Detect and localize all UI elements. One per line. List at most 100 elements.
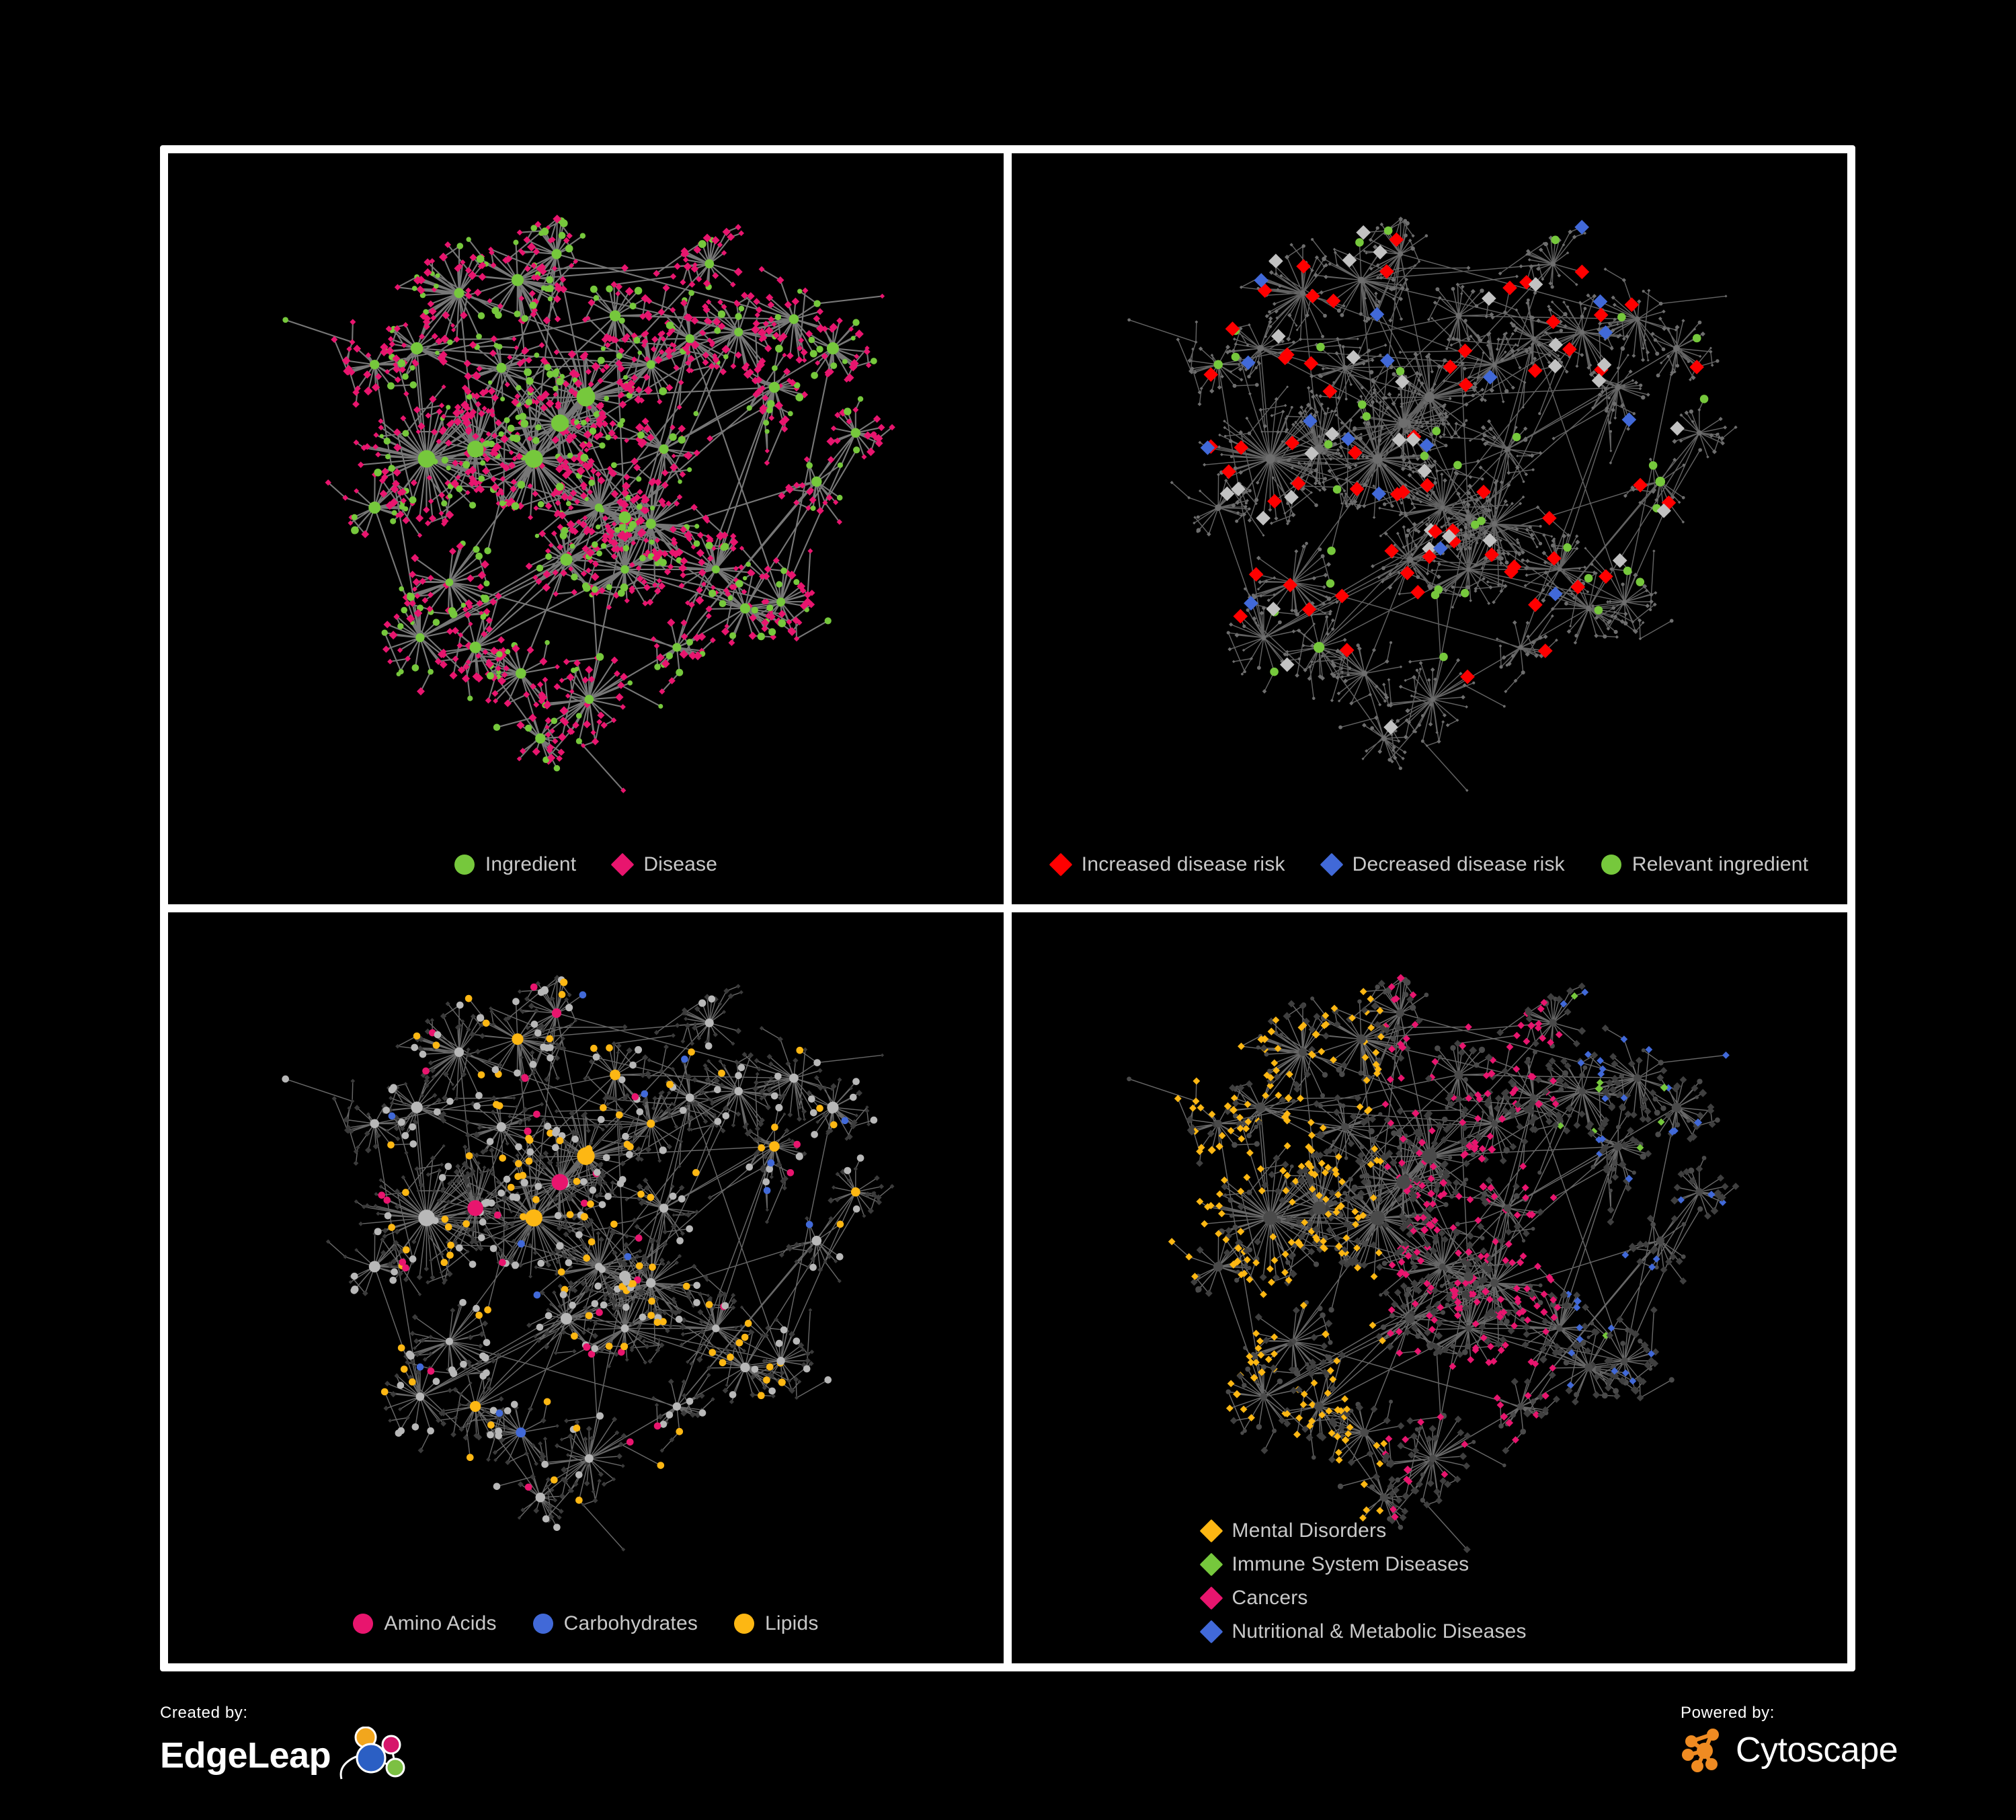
ingredient-node[interactable] xyxy=(441,1216,449,1223)
disease-node[interactable] xyxy=(503,665,510,672)
ingredient-node[interactable] xyxy=(446,405,451,410)
disease-node[interactable] xyxy=(1402,525,1406,529)
disease-node[interactable] xyxy=(680,571,686,579)
disease-node[interactable] xyxy=(1264,314,1269,319)
ingredient-node[interactable] xyxy=(787,411,793,417)
disease-node[interactable] xyxy=(1489,312,1494,317)
disease-node[interactable] xyxy=(1335,675,1340,680)
ingredient-node[interactable] xyxy=(769,1141,780,1152)
ingredient-node[interactable] xyxy=(1615,1125,1621,1130)
disease-node[interactable] xyxy=(607,1226,612,1230)
ingredient-node[interactable] xyxy=(597,356,605,364)
disease-node[interactable] xyxy=(437,1168,442,1173)
ingredient-node[interactable] xyxy=(678,479,682,484)
disease-node[interactable] xyxy=(544,1330,550,1337)
disease-node[interactable] xyxy=(485,408,491,414)
disease-node[interactable] xyxy=(1556,547,1559,550)
ingredient-node[interactable] xyxy=(579,233,586,239)
disease-node[interactable] xyxy=(668,1378,674,1385)
ingredient-node[interactable] xyxy=(469,1261,477,1268)
disease-node[interactable] xyxy=(512,1096,516,1100)
disease-node[interactable] xyxy=(837,1077,842,1082)
disease-node[interactable] xyxy=(667,1091,672,1095)
ingredient-node[interactable] xyxy=(1572,596,1576,600)
disease-node[interactable] xyxy=(1266,1265,1274,1273)
ingredient-node[interactable] xyxy=(514,310,521,317)
disease-node[interactable] xyxy=(1401,756,1405,760)
disease-node[interactable] xyxy=(560,569,567,577)
ingredient-node[interactable] xyxy=(1531,640,1535,644)
disease-node[interactable] xyxy=(1426,317,1430,321)
ingredient-node[interactable] xyxy=(1272,1428,1277,1433)
disease-node[interactable] xyxy=(498,1396,504,1402)
disease-node[interactable] xyxy=(1400,404,1404,409)
disease-node[interactable] xyxy=(1281,1251,1289,1258)
disease-node[interactable] xyxy=(1268,316,1273,321)
ingredient-node[interactable] xyxy=(824,617,832,625)
disease-node[interactable] xyxy=(670,1101,674,1105)
disease-node[interactable] xyxy=(1410,694,1413,698)
disease-node[interactable] xyxy=(1301,1166,1309,1175)
disease-node[interactable] xyxy=(1268,325,1273,329)
ingredient-node[interactable] xyxy=(1601,1392,1608,1399)
ingredient-node[interactable] xyxy=(634,286,643,295)
disease-node[interactable] xyxy=(794,1395,799,1400)
disease-node[interactable] xyxy=(1372,516,1376,519)
disease-node[interactable] xyxy=(347,1106,352,1111)
disease-node[interactable] xyxy=(620,1160,626,1166)
disease-node[interactable] xyxy=(490,476,497,483)
disease-node[interactable] xyxy=(586,1327,591,1332)
disease-node[interactable] xyxy=(616,378,623,385)
disease-node[interactable] xyxy=(517,989,522,994)
ingredient-node[interactable] xyxy=(1638,1339,1643,1344)
ingredient-node[interactable] xyxy=(1521,558,1525,562)
disease-node[interactable] xyxy=(419,578,426,585)
disease-node[interactable] xyxy=(672,1103,676,1107)
disease-node[interactable] xyxy=(576,1279,581,1283)
disease-node[interactable] xyxy=(1504,331,1508,335)
disease-node[interactable] xyxy=(1306,386,1311,390)
ingredient-node[interactable] xyxy=(1590,1321,1595,1326)
ingredient-node[interactable] xyxy=(1392,1056,1396,1060)
disease-node[interactable] xyxy=(440,1162,444,1167)
disease-node[interactable] xyxy=(381,1103,388,1109)
disease-node[interactable] xyxy=(660,1090,665,1095)
disease-node[interactable] xyxy=(815,1119,820,1124)
ingredient-node[interactable] xyxy=(708,995,716,1003)
disease-node[interactable] xyxy=(779,1370,785,1376)
disease-node[interactable] xyxy=(789,1331,795,1338)
disease-node[interactable] xyxy=(1407,460,1412,465)
ingredient-node[interactable] xyxy=(686,1225,693,1232)
disease-node[interactable] xyxy=(1535,545,1539,549)
disease-node[interactable] xyxy=(1403,734,1408,740)
disease-node[interactable] xyxy=(1574,282,1578,286)
disease-node[interactable] xyxy=(727,993,734,999)
ingredient-node[interactable] xyxy=(1398,766,1402,770)
disease-node[interactable] xyxy=(1258,580,1262,584)
ingredient-node[interactable] xyxy=(771,1123,778,1131)
disease-node[interactable] xyxy=(630,1321,635,1327)
ingredient-node[interactable] xyxy=(534,1029,542,1037)
disease-node[interactable] xyxy=(532,1250,538,1255)
ingredient-node[interactable] xyxy=(1359,312,1363,316)
disease-node[interactable] xyxy=(778,1095,783,1101)
ingredient-node[interactable] xyxy=(600,346,606,352)
ingredient-node[interactable] xyxy=(1299,290,1306,296)
ingredient-node[interactable] xyxy=(766,604,774,612)
disease-node[interactable] xyxy=(411,553,419,563)
disease-node[interactable] xyxy=(473,1432,480,1439)
disease-node[interactable] xyxy=(354,1105,360,1111)
ingredient-node[interactable] xyxy=(530,1021,538,1028)
disease-node[interactable] xyxy=(1562,300,1566,304)
ingredient-node[interactable] xyxy=(1290,1225,1295,1229)
disease-node[interactable] xyxy=(777,1036,783,1042)
disease-node[interactable] xyxy=(688,1115,694,1121)
disease-node[interactable] xyxy=(1285,427,1289,432)
disease-node[interactable] xyxy=(519,1055,524,1060)
ingredient-node[interactable] xyxy=(676,668,684,676)
ingredient-node[interactable] xyxy=(1482,433,1487,438)
disease-node[interactable] xyxy=(836,317,843,324)
disease-node[interactable] xyxy=(1474,1115,1482,1123)
disease-node[interactable] xyxy=(393,1240,399,1246)
disease-node[interactable] xyxy=(876,1199,882,1205)
